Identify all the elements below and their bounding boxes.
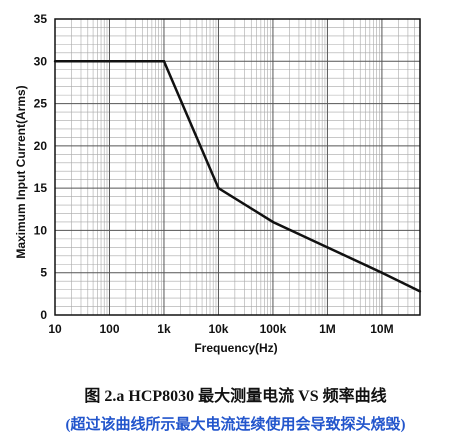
data-point — [53, 60, 57, 63]
figure-caption: 图 2.a HCP8030 最大测量电流 VS 频率曲线 — [84, 388, 387, 405]
y-tick-label: 20 — [34, 139, 48, 153]
x-tick-label: 100k — [260, 322, 287, 336]
x-axis-label: Frequency(Hz) — [194, 341, 277, 355]
x-tick-label: 10M — [370, 322, 393, 336]
data-point — [271, 220, 275, 224]
x-tick-label: 100 — [99, 322, 119, 336]
data-point — [326, 246, 329, 249]
y-tick-label: 25 — [34, 97, 48, 111]
data-point — [418, 290, 422, 293]
series-layer — [53, 60, 422, 293]
x-tick-label: 10 — [48, 322, 62, 336]
y-axis-label: Maximum Input Current(Arms) — [14, 85, 28, 258]
y-axis-ticks: 0 5 10 15 20 25 30 35 — [34, 12, 48, 322]
x-tick-label: 10k — [208, 322, 228, 336]
minor-grid — [55, 19, 421, 315]
chart: 0 5 10 15 20 25 30 35 10 100 1k 10k 100k 1M 10M Frequ… — [14, 12, 422, 355]
y-tick-label: 0 — [40, 308, 47, 322]
x-tick-label: 1k — [157, 322, 171, 336]
data-point — [380, 271, 384, 274]
y-tick-label: 5 — [40, 266, 47, 280]
x-axis-ticks: 10 100 1k 10k 100k 1M 10M — [48, 322, 393, 336]
data-point — [217, 186, 220, 190]
y-tick-label: 30 — [34, 54, 48, 68]
plot-frame — [54, 18, 421, 316]
y-tick-label: 10 — [34, 223, 48, 237]
data-point — [162, 60, 166, 63]
figure-note: (超过该曲线所示最大电流连续使用会导致探头烧毁) — [65, 417, 406, 433]
x-tick-label: 1M — [319, 322, 336, 336]
y-tick-label: 35 — [34, 12, 48, 26]
y-tick-label: 15 — [34, 181, 48, 195]
